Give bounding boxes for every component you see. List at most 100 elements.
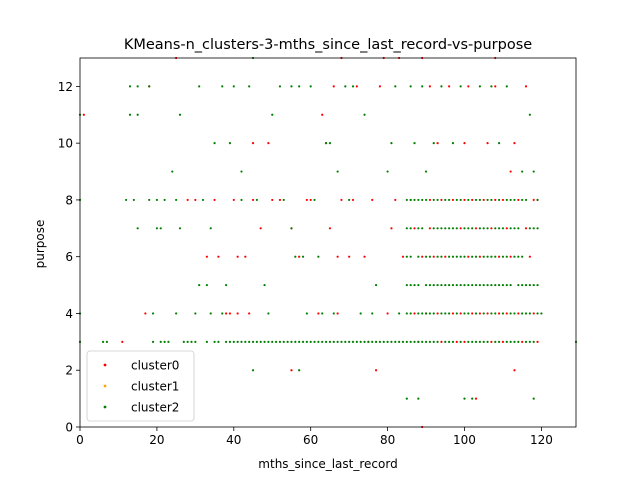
point-cluster2-136 <box>405 283 408 287</box>
point-cluster2-43 <box>217 340 220 343</box>
point-cluster2-220 <box>467 340 470 343</box>
point-cluster2-290 <box>521 255 524 258</box>
point-cluster2-287 <box>517 227 520 230</box>
point-cluster2-209 <box>455 198 458 202</box>
point-cluster0-68 <box>448 85 451 88</box>
point-cluster0-34 <box>336 312 339 315</box>
point-cluster0-44 <box>378 85 382 88</box>
point-cluster2-223 <box>467 227 470 230</box>
point-cluster2-121 <box>374 283 378 287</box>
point-cluster2-24 <box>171 170 174 173</box>
point-cluster2-141 <box>409 312 412 315</box>
point-cluster2-138 <box>405 227 408 230</box>
point-cluster2-257 <box>494 283 497 287</box>
y-axis-ticks: 0 2 4 6 8 10 12 <box>58 80 80 435</box>
x-axis-ticks: 0 20 40 60 80 100 120 <box>76 427 553 447</box>
point-cluster2-140 <box>409 340 412 343</box>
point-cluster2-284 <box>517 340 520 343</box>
point-cluster2-49 <box>228 340 232 343</box>
point-cluster2-122 <box>378 340 382 343</box>
point-cluster2-98 <box>324 340 328 343</box>
point-cluster2-149 <box>413 198 416 202</box>
point-cluster0-19 <box>259 227 262 230</box>
point-cluster2-21 <box>163 198 166 202</box>
point-cluster2-107 <box>344 340 347 343</box>
point-cluster2-210 <box>459 340 462 343</box>
legend-marker-cluster2 <box>103 405 107 409</box>
point-cluster2-305 <box>532 227 535 230</box>
point-cluster2-40 <box>209 227 212 230</box>
point-cluster0-50 <box>401 255 405 258</box>
point-cluster2-105 <box>340 340 343 343</box>
point-cluster2-261 <box>498 283 501 287</box>
point-cluster0-85 <box>482 198 485 202</box>
point-cluster2-191 <box>444 283 447 287</box>
point-cluster2-114 <box>359 312 362 315</box>
point-cluster0-79 <box>471 312 474 315</box>
point-cluster0-109 <box>532 198 535 202</box>
point-cluster2-258 <box>494 255 497 258</box>
point-cluster2-165 <box>424 283 428 287</box>
x-axis-label: mths_since_last_record <box>258 457 397 471</box>
point-cluster2-77 <box>290 85 293 88</box>
point-cluster0-71 <box>455 340 458 343</box>
point-cluster2-118 <box>371 340 374 343</box>
point-cluster2-235 <box>478 340 481 343</box>
point-cluster2-170 <box>428 312 431 315</box>
y-tick-label-10: 10 <box>58 137 73 151</box>
point-cluster2-218 <box>463 227 466 230</box>
point-cluster0-33 <box>336 255 339 258</box>
point-cluster2-299 <box>528 283 531 287</box>
point-cluster2-46 <box>225 340 228 343</box>
point-cluster2-26 <box>175 198 178 202</box>
point-cluster2-285 <box>517 283 520 287</box>
point-cluster0-32 <box>332 85 335 88</box>
point-cluster0-70 <box>451 198 455 202</box>
point-cluster2-196 <box>448 283 451 287</box>
axes-frame <box>79 57 577 428</box>
point-cluster2-44 <box>221 85 224 88</box>
point-cluster2-61 <box>251 340 255 343</box>
point-cluster2-15 <box>151 340 155 343</box>
point-cluster2-13 <box>148 198 151 202</box>
point-cluster2-113 <box>359 340 362 343</box>
point-cluster0-42 <box>371 198 374 202</box>
point-cluster2-79 <box>290 340 293 343</box>
point-cluster2-42 <box>213 340 216 343</box>
point-cluster2-278 <box>509 198 512 202</box>
point-cluster2-5 <box>105 340 109 343</box>
point-cluster2-117 <box>367 340 370 343</box>
point-cluster2-28 <box>178 113 182 116</box>
point-cluster2-152 <box>417 312 420 315</box>
point-cluster2-20 <box>159 340 162 343</box>
point-cluster2-221 <box>467 312 470 315</box>
point-cluster2-83 <box>298 85 301 88</box>
x-tick-label-100: 100 <box>453 433 476 447</box>
point-cluster2-109 <box>348 340 351 343</box>
point-cluster2-153 <box>417 283 420 287</box>
point-cluster2-75 <box>282 340 285 343</box>
point-cluster0-53 <box>413 312 416 315</box>
point-cluster0-89 <box>490 340 493 343</box>
point-cluster2-166 <box>424 255 428 258</box>
point-cluster2-87 <box>305 312 308 315</box>
point-cluster2-206 <box>455 283 458 287</box>
point-cluster2-224 <box>467 198 470 202</box>
point-cluster2-108 <box>348 198 351 202</box>
point-cluster0-15 <box>244 255 247 258</box>
point-cluster2-241 <box>482 312 485 315</box>
point-cluster0-56 <box>421 255 424 258</box>
point-cluster2-52 <box>236 340 239 343</box>
point-cluster2-85 <box>301 255 305 258</box>
point-cluster0-74 <box>463 198 466 202</box>
point-cluster2-142 <box>409 283 412 287</box>
point-cluster2-94 <box>317 340 320 343</box>
point-cluster2-137 <box>405 255 408 258</box>
point-cluster2-125 <box>386 170 389 173</box>
point-cluster0-0 <box>82 113 85 116</box>
point-cluster2-273 <box>505 85 508 88</box>
point-cluster2-265 <box>501 312 505 315</box>
point-cluster2-162 <box>421 85 424 88</box>
point-cluster2-178 <box>432 142 435 145</box>
